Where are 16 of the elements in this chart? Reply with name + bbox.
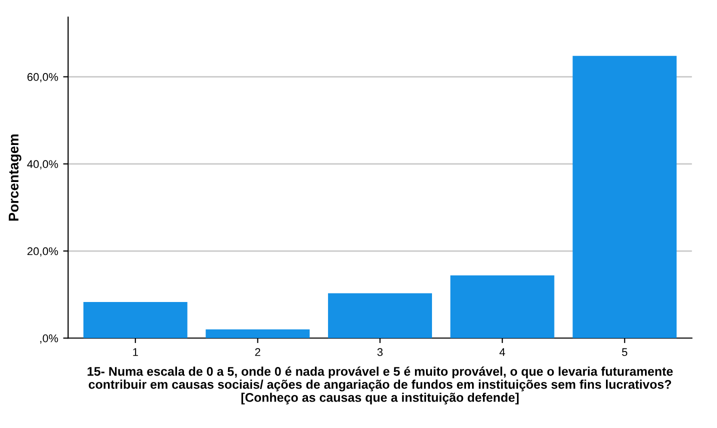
x-tick-label: 3 — [377, 348, 383, 356]
bar — [328, 293, 432, 338]
x-tick-label: 5 — [622, 348, 628, 356]
x-tick-label: 4 — [499, 348, 506, 356]
bar — [450, 275, 554, 338]
bar — [83, 302, 188, 338]
x-axis-title: 15- Numa escala de 0 a 5, onde 0 é nada provável e 5 é muito provável, o que o levaria futuramente contribuir em causas sociais/ ações de angariação de fundos em instituições sem fins lucrativos? [Conheço as causas que a instituição defende] — [88, 366, 673, 404]
x-tick-label: 2 — [255, 348, 260, 356]
y-tick-label: 20,0% — [27, 247, 58, 256]
y-tick-label: ,0% — [40, 334, 58, 344]
bar — [572, 56, 677, 338]
y-axis-title: Porcentagem — [8, 134, 22, 221]
x-tick-label: 1 — [133, 348, 138, 356]
y-tick-label: 40,0% — [27, 160, 58, 170]
y-tick-label: 60,0% — [27, 73, 58, 82]
bar — [206, 329, 310, 338]
